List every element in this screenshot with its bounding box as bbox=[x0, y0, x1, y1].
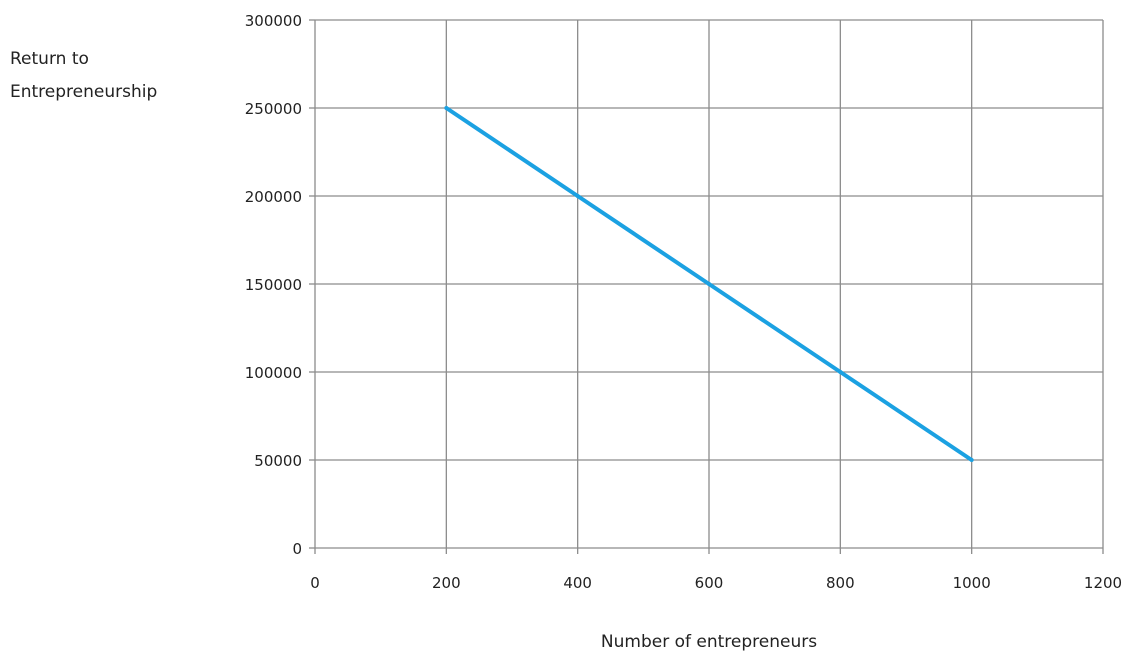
y-tick-label: 50000 bbox=[254, 452, 302, 470]
data-point bbox=[444, 106, 449, 110]
y-tick-label: 150000 bbox=[245, 276, 302, 294]
y-axis-label-line-1: Return to bbox=[10, 49, 89, 69]
data-point bbox=[969, 458, 974, 462]
x-axis-label: Number of entrepreneurs bbox=[600, 632, 818, 652]
y-tick-label: 250000 bbox=[245, 100, 302, 118]
data-point bbox=[707, 282, 711, 286]
series-lines bbox=[444, 106, 974, 462]
tick-labels: 0 200 400 600 800 1000 1200 0 50000 100000 150000 2… bbox=[245, 12, 1122, 592]
y-tick-label: 200000 bbox=[245, 188, 302, 206]
data-point bbox=[575, 194, 580, 198]
y-axis-label-line-2: Entrepreneurship bbox=[10, 82, 158, 102]
y-tick-label: 0 bbox=[292, 540, 302, 558]
y-tick-label: 100000 bbox=[245, 364, 302, 382]
data-point bbox=[838, 370, 843, 374]
x-tick-label: 400 bbox=[563, 574, 592, 592]
y-tick-label: 300000 bbox=[245, 12, 302, 30]
x-tick-label: 200 bbox=[432, 574, 461, 592]
x-tick-label: 800 bbox=[826, 574, 855, 592]
x-tick-label: 1000 bbox=[953, 574, 991, 592]
x-tick-label: 1200 bbox=[1084, 574, 1122, 592]
x-tick-label: 600 bbox=[695, 574, 724, 592]
x-tick-label: 0 bbox=[310, 574, 320, 592]
axes bbox=[309, 19, 1104, 554]
